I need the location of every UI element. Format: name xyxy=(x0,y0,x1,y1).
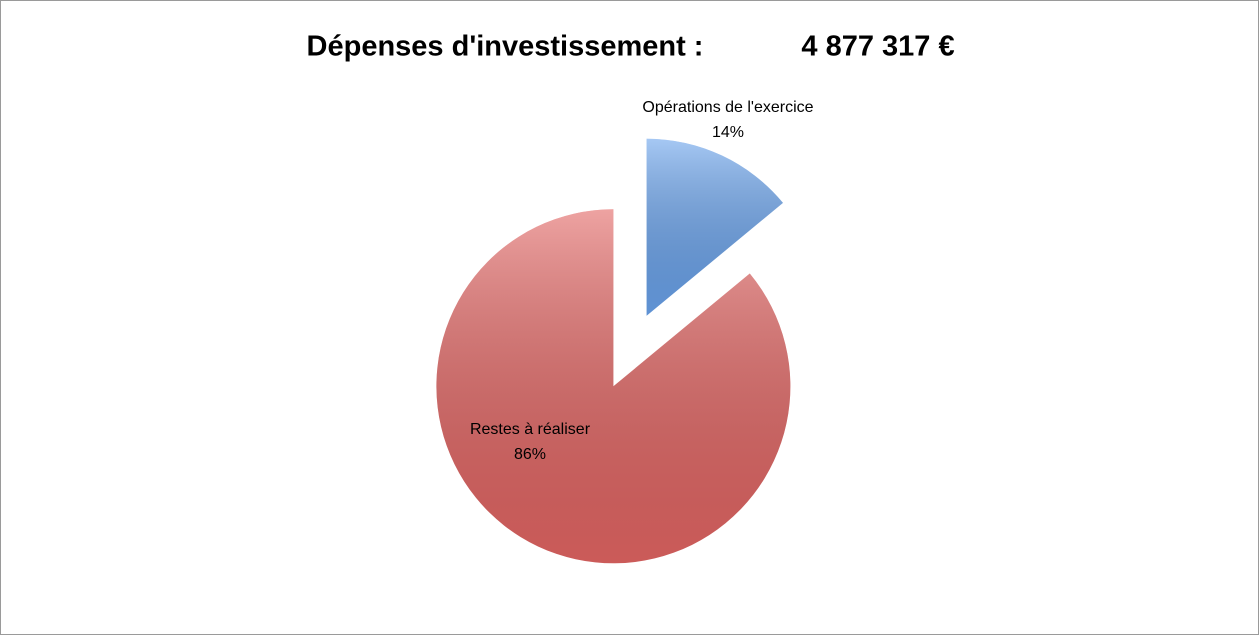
chart-total: 4 877 317 € xyxy=(801,31,954,63)
slice-category: Restes à réaliser xyxy=(470,421,591,438)
slice-shading xyxy=(646,138,783,316)
chart-title: Dépenses d'investissement : xyxy=(307,31,704,63)
slice-category: Opérations de l'exercice xyxy=(642,99,813,116)
slice-value-label: 14% xyxy=(712,124,744,141)
slice-value-label: 86% xyxy=(514,446,546,463)
slice-shading xyxy=(436,209,791,564)
